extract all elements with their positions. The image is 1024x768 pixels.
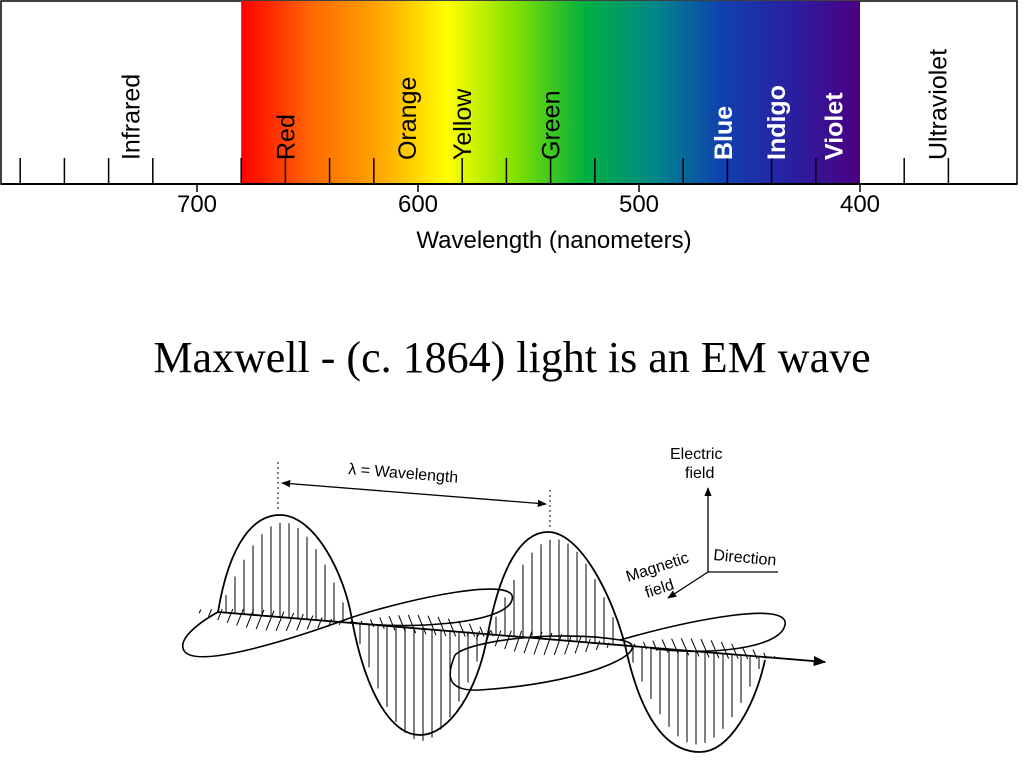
magnetic-hatch-line <box>652 640 658 652</box>
magnetic-hatch-line <box>407 614 417 634</box>
magnetic-hatch-line <box>741 646 749 660</box>
magnetic-hatch-line <box>285 612 295 632</box>
magnetic-hatch-line <box>468 623 476 637</box>
magnetic-hatch-line <box>523 631 533 654</box>
magnetic-hatch-line <box>388 616 396 631</box>
magnetic-hatch-line <box>417 614 427 635</box>
band-label-infrared: Infrared <box>118 74 146 160</box>
band-labels: Infrared Red Orange Yellow Green Blue Indigo Vi… <box>118 49 953 160</box>
magnetic-hatch-line <box>720 641 730 659</box>
magnetic-hatch-line <box>543 632 553 656</box>
magnetic-hatch-line <box>217 608 223 621</box>
direction-label: Direction <box>713 547 777 569</box>
tick-label-600: 600 <box>398 191 438 218</box>
magnetic-hatch-line <box>661 639 669 653</box>
magnetic-field-wave <box>182 588 786 691</box>
magnetic-field-label-2: field <box>643 577 676 602</box>
visible-spectrum-band <box>241 1 860 184</box>
magnetic-field-axis <box>667 571 709 599</box>
magnetic-hatch-line <box>690 638 700 657</box>
magnetic-hatch-line <box>255 609 265 630</box>
axis-ticks <box>19 158 950 192</box>
magnetic-hatch-line <box>245 609 255 628</box>
magnetic-hatch-line <box>275 611 285 632</box>
magnetic-hatch-line <box>513 630 523 652</box>
magnetic-hatch-line <box>208 609 212 617</box>
propagation-axis <box>217 611 827 667</box>
tick-labels: 700 600 500 400 <box>177 191 880 218</box>
magnetic-hatch-line <box>585 638 591 652</box>
magnetic-hatch-line <box>553 633 563 656</box>
magnetic-hatch-line <box>479 626 485 637</box>
band-label-orange: Orange <box>394 77 422 160</box>
band-label-indigo: Indigo <box>763 85 791 160</box>
magnetic-hatch-line <box>447 618 457 637</box>
tick-label-500: 500 <box>619 191 659 218</box>
magnetic-hatch-line <box>700 638 710 658</box>
magnetic-hatch-line <box>710 640 720 659</box>
band-label-green: Green <box>538 91 566 160</box>
electric-field-label-2: field <box>685 465 714 482</box>
magnetic-hatch-line <box>198 609 202 614</box>
magnetic-hatch-line <box>328 618 332 627</box>
spectrum-chart: Infrared Red Orange Yellow Green Blue Indigo Vi… <box>0 0 1018 254</box>
magnetic-hatch-line <box>398 615 406 633</box>
magnetic-hatch-line <box>306 615 314 630</box>
magnetic-hatch-line <box>680 638 690 656</box>
band-label-yellow: Yellow <box>449 88 477 160</box>
magnetic-hatch-line <box>427 615 437 636</box>
magnetic-hatch-line <box>317 617 323 629</box>
magnetic-hatch-line <box>369 619 375 628</box>
magnetic-hatch-line <box>296 613 304 631</box>
magnetic-hatch-line <box>731 643 739 659</box>
band-label-red: Red <box>272 114 300 160</box>
magnetic-hatch-line <box>379 617 385 629</box>
magnetic-hatch-line <box>437 616 447 637</box>
slide-title: Maxwell - (c. 1864) light is an EM wave <box>153 333 871 382</box>
magnetic-hatch-line <box>671 638 679 655</box>
magnetic-hatch-line <box>494 630 502 647</box>
tick-label-700: 700 <box>177 191 217 218</box>
tick-label-400: 400 <box>840 191 880 218</box>
magnetic-hatch-line <box>564 635 572 655</box>
magnetic-hatch-line <box>574 636 582 654</box>
magnetic-hatch-line <box>595 640 601 651</box>
electric-field-label-1: Electric <box>670 446 722 463</box>
magnetic-hatch-line <box>458 620 466 637</box>
band-label-violet: Violet <box>820 92 848 160</box>
electric-field-vectors <box>225 522 760 745</box>
wavelength-label: λ = Wavelength <box>348 461 459 487</box>
magnetic-hatch-line <box>236 608 244 626</box>
electric-field-wave <box>217 514 766 753</box>
axis-title: Wavelength (nanometers) <box>416 227 691 254</box>
magnetic-hatch-line <box>752 649 758 660</box>
band-label-blue: Blue <box>710 106 738 160</box>
magnetic-hatch-line <box>504 630 512 650</box>
magnetic-hatch-line <box>265 610 275 631</box>
band-label-ultraviolet: Ultraviolet <box>924 49 952 160</box>
magnetic-hatch-line <box>226 608 234 624</box>
wavelength-arrow <box>281 480 547 507</box>
